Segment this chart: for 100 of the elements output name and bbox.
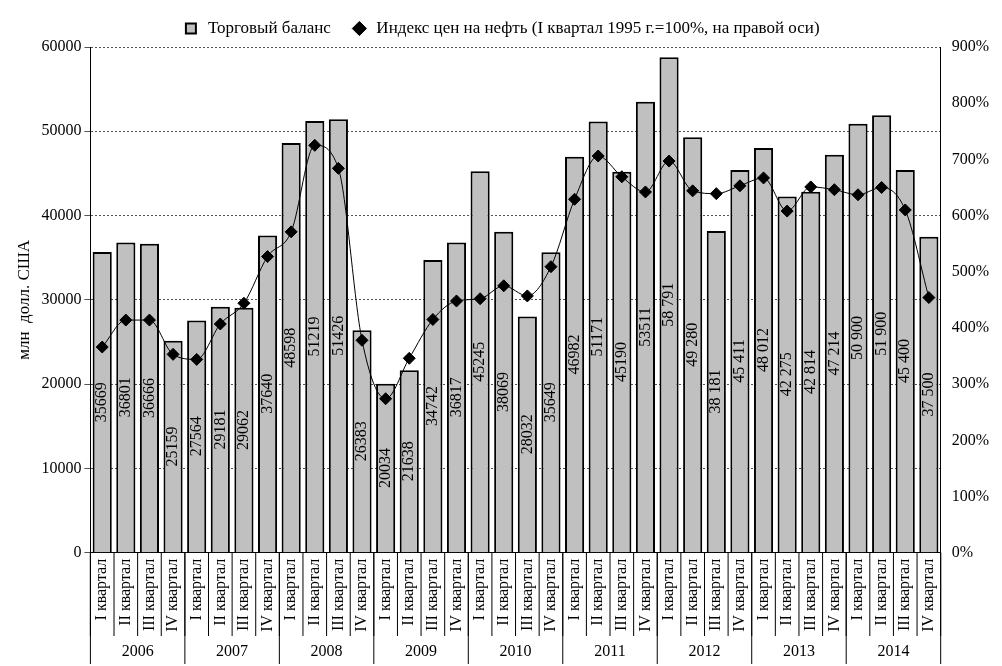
- data-label: 34742: [423, 386, 441, 427]
- point: [922, 291, 936, 305]
- data-label: 51 900: [871, 311, 889, 356]
- y-tick-label: 0: [73, 542, 82, 560]
- data-label: 45245: [470, 341, 488, 382]
- data-label: 29181: [210, 409, 228, 450]
- legend-label: Торговый баланс: [207, 17, 332, 37]
- point: [544, 260, 558, 274]
- x-tick-label: IV квартал: [635, 558, 654, 632]
- x-tick-label: I квартал: [753, 558, 772, 621]
- y2-tick-label: 500%: [951, 261, 989, 279]
- x-tick-label: IV квартал: [919, 558, 938, 632]
- x-tick-label: II квартал: [116, 558, 135, 626]
- x-tick-label: IV квартал: [824, 558, 843, 632]
- x-tick-label: I квартал: [470, 558, 489, 621]
- point: [804, 180, 818, 194]
- text: 2008: [310, 642, 343, 660]
- data-label: 49 280: [682, 322, 700, 367]
- x-tick-label: III квартал: [800, 558, 819, 632]
- text: 2013: [782, 642, 815, 660]
- point: [709, 187, 723, 201]
- point: [426, 313, 440, 327]
- x-tick-label: II квартал: [777, 558, 796, 626]
- data-label: 21638: [399, 441, 417, 482]
- data-label: 45 411: [730, 339, 748, 383]
- y-tick-label: 10000: [41, 458, 82, 476]
- point: [402, 351, 416, 365]
- point: [379, 392, 393, 406]
- text: 2007: [216, 642, 249, 660]
- text: 2012: [688, 642, 721, 660]
- x-tick-label: II квартал: [399, 558, 418, 626]
- x-tick-label: III квартал: [139, 558, 158, 632]
- x-tick-label: IV квартал: [446, 558, 465, 632]
- point: [898, 203, 912, 217]
- x-tick-label: III квартал: [234, 558, 253, 632]
- x-tick-label: IV квартал: [257, 558, 276, 632]
- legend-label: Индекс цен на нефть (I квартал 1995 г.=100%, на правой оси): [376, 17, 820, 37]
- y2-tick-label: 400%: [951, 318, 989, 336]
- x-tick-label: IV квартал: [352, 558, 371, 632]
- x-tick-label: IV квартал: [163, 558, 182, 632]
- x-tick-label: III квартал: [517, 558, 536, 632]
- data-label: 53511: [635, 307, 653, 347]
- text: 2009: [405, 642, 438, 660]
- data-label: 27564: [186, 416, 204, 457]
- data-label: 20034: [375, 448, 393, 489]
- point: [331, 161, 345, 175]
- point: [142, 313, 156, 327]
- y-tick-label: 20000: [41, 374, 82, 392]
- point: [119, 313, 133, 327]
- point: [757, 171, 771, 185]
- point: [662, 154, 676, 168]
- x-tick-label: I квартал: [564, 558, 583, 621]
- point: [497, 279, 511, 293]
- data-label: 35649: [541, 382, 559, 423]
- y-tick-label: 40000: [41, 205, 82, 223]
- data-label: 36817: [446, 377, 464, 418]
- text: 2006: [121, 642, 154, 660]
- point: [733, 179, 747, 193]
- data-label: 51171: [588, 317, 606, 357]
- data-label: 47 214: [824, 331, 842, 376]
- x-tick-label: I квартал: [659, 558, 678, 621]
- y2-tick-label: 800%: [951, 93, 989, 111]
- x-tick-label: IV квартал: [730, 558, 749, 632]
- text: 2010: [499, 642, 532, 660]
- y2-tick-label: 700%: [951, 149, 989, 167]
- x-tick-label: I квартал: [375, 558, 394, 621]
- data-label: 51219: [304, 316, 322, 357]
- data-label: 46982: [564, 334, 582, 375]
- data-label: 48 012: [753, 328, 771, 373]
- point: [166, 347, 180, 361]
- y2-tick-label: 300%: [951, 374, 989, 392]
- point: [520, 289, 534, 303]
- point: [827, 183, 841, 197]
- point: [780, 204, 794, 218]
- point: [95, 340, 109, 354]
- x-tick-label: II квартал: [304, 558, 323, 626]
- y2-tick-label: 200%: [951, 430, 989, 448]
- x-tick-label: III квартал: [612, 558, 631, 632]
- y-tick-label: 30000: [41, 290, 82, 308]
- point: [591, 149, 605, 163]
- x-tick-label: III квартал: [895, 558, 914, 632]
- point: [615, 170, 629, 184]
- x-tick-label: III квартал: [328, 558, 347, 632]
- x-tick-label: II квартал: [493, 558, 512, 626]
- data-label: 38 181: [706, 369, 724, 414]
- data-label: 28032: [517, 414, 535, 455]
- point: [875, 180, 889, 194]
- data-label: 37 500: [919, 372, 937, 417]
- data-label: 25159: [163, 426, 181, 467]
- data-label: 58 791: [659, 282, 677, 327]
- point: [686, 184, 700, 198]
- x-tick-label: III квартал: [706, 558, 725, 632]
- data-label: 51426: [328, 315, 346, 356]
- point: [261, 250, 275, 264]
- y2-tick-label: 0%: [951, 542, 973, 560]
- data-label: 45190: [612, 342, 630, 383]
- x-tick-label: II квартал: [588, 558, 607, 626]
- data-label: 36666: [139, 377, 157, 418]
- data-label: 42 814: [800, 350, 818, 395]
- data-label: 45 400: [895, 339, 913, 384]
